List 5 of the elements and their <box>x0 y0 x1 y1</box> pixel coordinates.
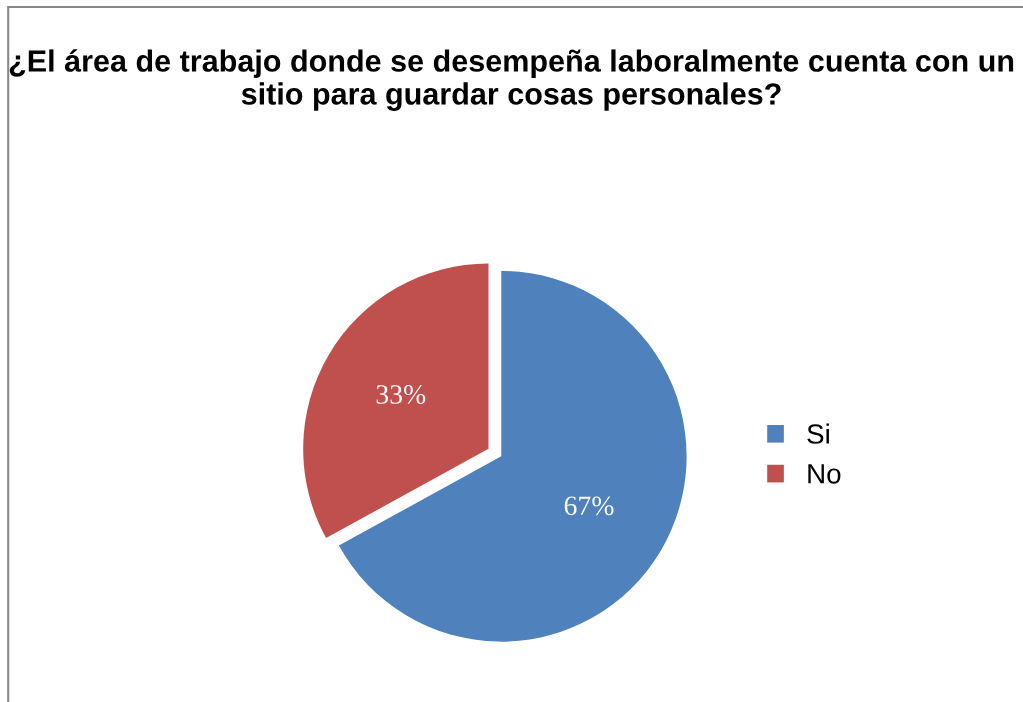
data-label: 67% <box>564 496 614 516</box>
data-label: 33% <box>376 385 426 404</box>
legend-label: No <box>808 464 841 484</box>
chart-title: ¿El área de trabajo donde se desempeña laboralmente cuenta con un sitio para guardar cosas personales? <box>9 49 1014 111</box>
legend-label: Si <box>807 423 829 444</box>
